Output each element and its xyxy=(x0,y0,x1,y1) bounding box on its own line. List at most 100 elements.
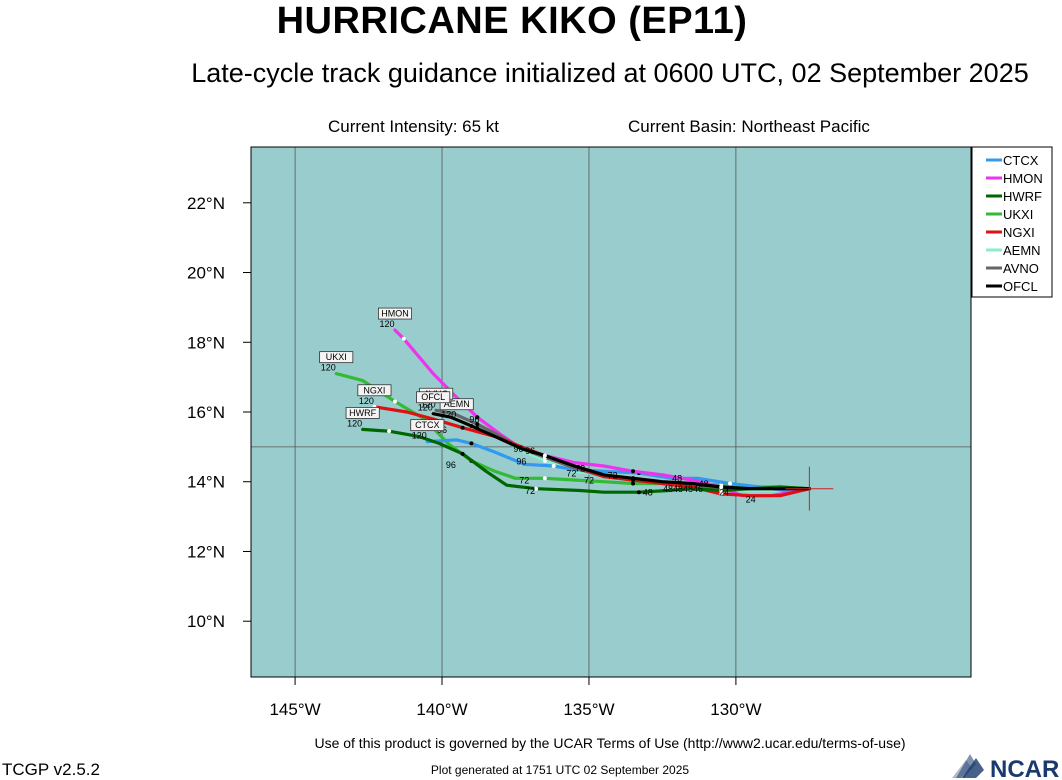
svg-text:120: 120 xyxy=(441,410,456,420)
svg-text:120: 120 xyxy=(379,319,394,329)
page-title: HURRICANE KIKO (EP11) xyxy=(276,0,748,42)
ncar-logo: NCAR xyxy=(952,754,1059,780)
track-point-ofcl xyxy=(469,423,474,428)
legend-label: AEMN xyxy=(1003,243,1041,258)
legend-label: AVNO xyxy=(1003,261,1039,276)
forecast-hour-label: 48 xyxy=(672,474,682,484)
legend-item-ctcx: CTCX xyxy=(986,153,1039,168)
track-point-ukxi xyxy=(631,481,636,486)
lat-tick-label: 14°N xyxy=(187,473,225,492)
track-point-ukxi xyxy=(542,476,547,481)
forecast-hour-label: 48 xyxy=(643,488,653,498)
track-point-aemn xyxy=(542,458,547,463)
track-point-ofcl xyxy=(542,453,547,458)
track-ofcl xyxy=(431,412,812,491)
current-position-marker xyxy=(785,466,834,511)
forecast-hour-label: 72 xyxy=(519,475,529,485)
track-ctcx xyxy=(425,438,812,493)
legend-item-hwrf: HWRF xyxy=(986,189,1042,204)
forecast-hour-label: 72 xyxy=(607,470,617,480)
track-point-ctcx xyxy=(728,481,733,486)
current-basin: Current Basin: Northeast Pacific xyxy=(628,117,870,136)
track-point-hwrf xyxy=(636,490,641,495)
lon-tick-label: 130°W xyxy=(710,700,761,719)
legend-item-avno: AVNO xyxy=(986,261,1039,276)
forecast-hour-label: 96 xyxy=(525,446,535,456)
legend-label: CTCX xyxy=(1003,153,1039,168)
forecast-hour-label: 72 xyxy=(525,486,535,496)
track-point-ukxi xyxy=(393,399,397,404)
current-intensity: Current Intensity: 65 kt xyxy=(328,117,500,136)
lat-tick-label: 12°N xyxy=(187,542,225,561)
legend-item-hmon: HMON xyxy=(986,171,1043,186)
track-point-ctcx xyxy=(551,464,556,469)
lon-tick-label: 135°W xyxy=(563,700,614,719)
legend-item-aemn: AEMN xyxy=(986,243,1041,258)
svg-text:UKXI: UKXI xyxy=(326,352,347,362)
legend-label: UKXI xyxy=(1003,207,1033,222)
lon-tick-label: 140°W xyxy=(416,700,467,719)
forecast-hour-label: 48 xyxy=(699,479,709,489)
axis-tick-labels: 145°W 140°W 135°W 130°W 10°N 12°N 14°N 16°N 18°N… xyxy=(187,194,761,719)
ncar-logo-text: NCAR xyxy=(990,756,1059,780)
track-point-ofcl xyxy=(719,484,724,489)
track-point-ctcx xyxy=(469,441,474,446)
track-point-hmon xyxy=(401,336,406,341)
track-point-hmon xyxy=(475,415,480,420)
legend-item-ofcl: OFCL xyxy=(986,279,1038,294)
forecast-hour-label: 24 xyxy=(746,495,756,505)
forecast-hour-label: 96 xyxy=(469,414,479,424)
track-point-hwrf xyxy=(387,429,392,434)
forecast-hour-label: 72 xyxy=(566,469,576,479)
svg-text:120: 120 xyxy=(418,403,433,413)
svg-text:OFCL: OFCL xyxy=(421,392,445,402)
track-point-hwrf xyxy=(460,451,465,456)
forecast-hour-label: 96 xyxy=(446,460,456,470)
model-legend: CTCX HMON HWRF UKXI NGXI AEMN AVNO OFCL xyxy=(971,146,1053,298)
track-point-hwrf xyxy=(719,488,724,493)
legend-label: OFCL xyxy=(1003,279,1038,294)
svg-text:120: 120 xyxy=(347,418,362,428)
legend-item-ukxi: UKXI xyxy=(986,207,1033,222)
lat-tick-label: 20°N xyxy=(187,264,225,283)
svg-text:120: 120 xyxy=(359,396,374,406)
svg-text:CTCX: CTCX xyxy=(415,420,440,430)
forecast-hour-label: 96 xyxy=(516,456,526,466)
forecast-hour-label: 24 xyxy=(719,488,729,498)
svg-text:HWRF: HWRF xyxy=(349,408,376,418)
track-point-ngxi xyxy=(719,491,724,496)
model-tracks xyxy=(334,328,812,498)
track-point-ofcl xyxy=(631,476,636,481)
version-label: TCGP v2.5.2 xyxy=(2,760,100,779)
legend-item-ngxi: NGXI xyxy=(986,225,1035,240)
lat-tick-label: 22°N xyxy=(187,194,225,213)
svg-text:NGXI: NGXI xyxy=(363,385,385,395)
svg-text:120: 120 xyxy=(421,399,436,409)
forecast-hour-label: 48484846 xyxy=(663,484,703,494)
svg-text:AEMN: AEMN xyxy=(444,399,470,409)
legend-label: HWRF xyxy=(1003,189,1042,204)
lon-tick-label: 145°W xyxy=(269,700,320,719)
track-hwrf xyxy=(361,427,812,494)
track-point-hmon xyxy=(631,469,636,474)
legend-label: NGXI xyxy=(1003,225,1035,240)
lat-tick-label: 10°N xyxy=(187,612,225,631)
forecast-hour-label: 72 xyxy=(575,463,585,473)
track-point-avno xyxy=(475,422,480,427)
legend-label: HMON xyxy=(1003,171,1043,186)
plot-generated-time: Plot generated at 1751 UTC 02 September … xyxy=(430,763,690,777)
svg-text:120: 120 xyxy=(321,363,336,373)
forecast-hour-label: 72 xyxy=(584,475,594,485)
legend-box xyxy=(971,146,1053,298)
svg-text:120: 120 xyxy=(412,431,427,441)
lat-tick-label: 16°N xyxy=(187,403,225,422)
